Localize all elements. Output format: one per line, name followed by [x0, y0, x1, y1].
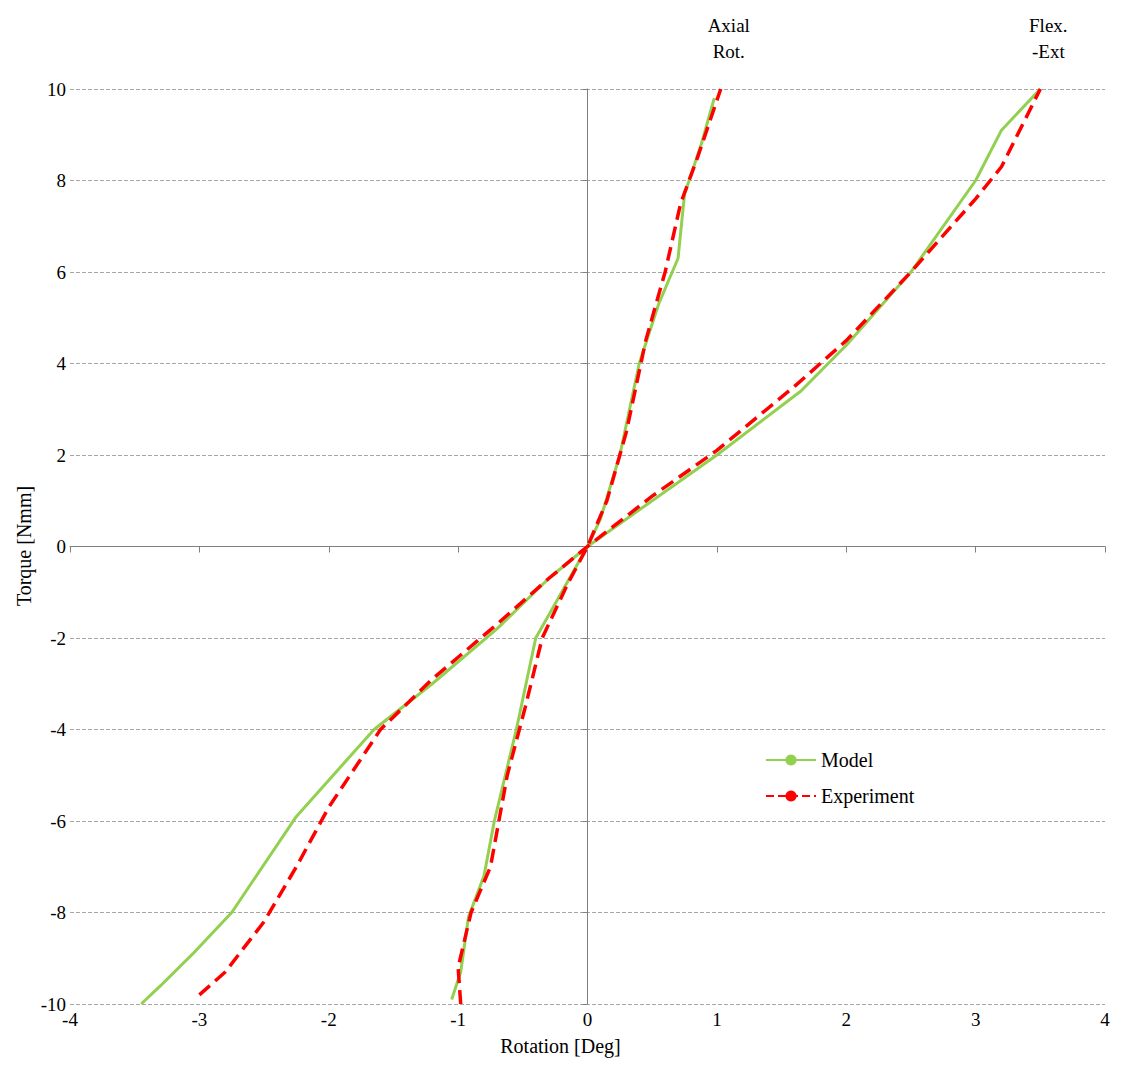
svg-text:-10: -10	[40, 993, 66, 1015]
svg-text:8: 8	[57, 170, 67, 191]
svg-text:-4: -4	[50, 719, 66, 740]
svg-text:-3: -3	[191, 1009, 207, 1030]
svg-text:Rot.: Rot.	[713, 41, 745, 62]
svg-text:0: 0	[583, 1009, 593, 1030]
svg-text:-Ext: -Ext	[1032, 41, 1065, 62]
svg-text:2: 2	[842, 1009, 852, 1030]
svg-text:10: 10	[47, 79, 66, 100]
svg-text:1: 1	[712, 1009, 722, 1030]
svg-text:-4: -4	[62, 1009, 78, 1030]
svg-text:-2: -2	[50, 628, 66, 649]
svg-text:-2: -2	[321, 1009, 337, 1030]
svg-text:Flex.: Flex.	[1029, 15, 1068, 36]
svg-text:6: 6	[57, 262, 67, 283]
svg-text:4: 4	[1100, 1009, 1110, 1030]
svg-text:-1: -1	[450, 1009, 466, 1030]
svg-text:-6: -6	[50, 811, 66, 832]
svg-text:3: 3	[971, 1009, 981, 1030]
svg-text:2: 2	[57, 445, 67, 466]
svg-text:0: 0	[57, 536, 67, 557]
svg-text:Model: Model	[821, 749, 874, 771]
svg-text:Axial: Axial	[708, 15, 750, 36]
svg-text:-8: -8	[50, 902, 66, 923]
svg-text:Rotation [Deg]: Rotation [Deg]	[500, 1035, 621, 1058]
svg-text:4: 4	[57, 353, 67, 374]
svg-text:Experiment: Experiment	[821, 785, 915, 808]
svg-text:Torque [Nmm]: Torque [Nmm]	[13, 486, 36, 606]
